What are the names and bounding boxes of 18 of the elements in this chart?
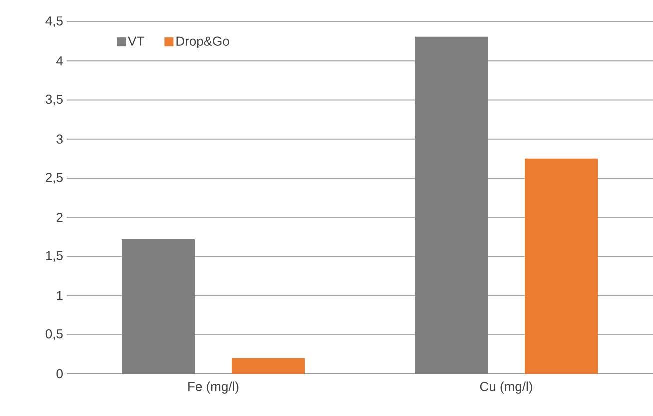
legend-label: Drop&Go — [176, 36, 230, 49]
x-tick-label: Cu (mg/l) — [480, 382, 532, 394]
y-tick-label: 4 — [56, 56, 64, 66]
y-tick-label: 1 — [57, 291, 63, 300]
bar — [525, 158, 598, 374]
legend-label: VT — [128, 36, 144, 46]
x-tick-label: Fe (mg/l) — [188, 382, 239, 394]
y-tick-label: 0,5 — [46, 330, 63, 340]
y-tick-label: 4,5 — [46, 16, 63, 28]
y-tick-label: 1,5 — [46, 251, 63, 262]
bar — [122, 239, 196, 374]
y-tick-label: 2 — [56, 213, 63, 222]
y-tick-label: 2,5 — [46, 173, 63, 184]
bar — [232, 358, 306, 374]
y-tick-label: 0 — [56, 369, 63, 379]
y-tick-label: 3,5 — [46, 94, 63, 106]
y-tick-label: 3 — [56, 134, 63, 144]
bar — [415, 36, 488, 374]
